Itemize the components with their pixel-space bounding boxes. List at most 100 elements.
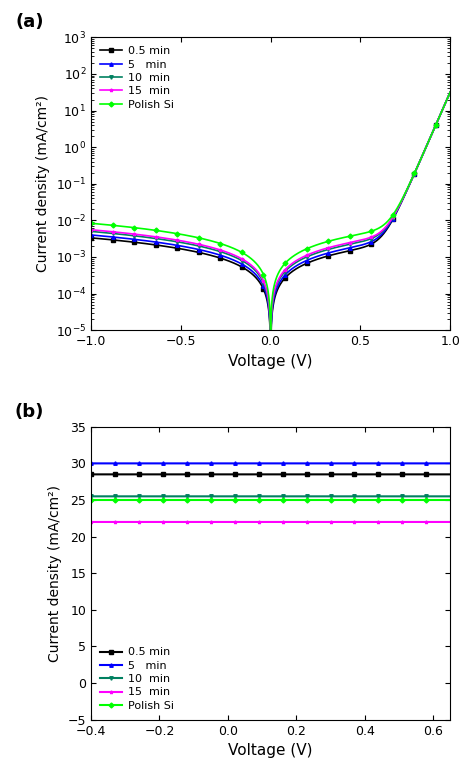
5   min (226, 253, 231, 262)
0.5 min (241, 469, 247, 479)
Legend: 0.5 min, 5   min, 10  min, 15  min, Polish Si: 0.5 min, 5 min, 10 min, 15 min, Polish S… (97, 644, 177, 714)
15  min (322, 244, 328, 253)
10  min (129, 492, 135, 501)
10  min (241, 492, 247, 501)
Polish Si (226, 496, 232, 505)
10  min (447, 492, 453, 501)
Text: (a): (a) (16, 13, 45, 32)
5   min (129, 459, 135, 468)
10  min (322, 245, 328, 255)
0.5 min (401, 469, 407, 479)
0.5 min (150, 469, 156, 479)
Polish Si (401, 496, 407, 505)
5   min (241, 459, 247, 468)
Polish Si (304, 244, 310, 253)
Text: (b): (b) (15, 403, 45, 421)
5   min (150, 459, 156, 468)
10  min (440, 492, 446, 501)
Polish Si (129, 496, 135, 505)
Line: 10  min: 10 min (89, 495, 452, 498)
Line: 15  min: 15 min (89, 520, 452, 523)
5   min (401, 459, 407, 468)
Line: Polish Si: Polish Si (89, 498, 452, 502)
X-axis label: Voltage (V): Voltage (V) (228, 743, 313, 758)
Polish Si (447, 496, 453, 505)
Polish Si (447, 87, 453, 96)
5   min (322, 249, 328, 259)
5   min (447, 87, 453, 96)
Legend: 0.5 min, 5   min, 10  min, 15  min, Polish Si: 0.5 min, 5 min, 10 min, 15 min, Polish S… (97, 43, 177, 113)
5   min (268, 362, 273, 371)
5   min (88, 230, 94, 239)
15  min (226, 517, 232, 527)
0.5 min (129, 469, 135, 479)
10  min (226, 249, 231, 259)
5   min (304, 256, 310, 266)
10  min (447, 87, 453, 96)
15  min (401, 517, 407, 527)
15  min (129, 517, 135, 527)
15  min (356, 236, 362, 245)
15  min (88, 225, 94, 235)
10  min (383, 222, 389, 232)
5   min (154, 238, 159, 247)
15  min (226, 248, 231, 257)
Polish Si (241, 496, 247, 505)
10  min (154, 234, 159, 243)
0.5 min (88, 469, 94, 479)
Polish Si (154, 226, 159, 235)
Polish Si (226, 242, 231, 251)
Line: 5   min: 5 min (89, 462, 452, 465)
15  min (383, 222, 389, 231)
0.5 min (447, 87, 453, 96)
Polish Si (383, 218, 389, 227)
5   min (447, 459, 453, 468)
0.5 min (268, 362, 273, 371)
15  min (154, 232, 159, 242)
0.5 min (154, 240, 159, 249)
15  min (440, 517, 446, 527)
Polish Si (150, 496, 156, 505)
0.5 min (440, 469, 446, 479)
Line: Polish Si: Polish Si (89, 90, 452, 361)
10  min (226, 492, 232, 501)
10  min (401, 492, 407, 501)
0.5 min (304, 259, 310, 268)
Polish Si (356, 229, 362, 239)
Polish Si (440, 496, 446, 505)
X-axis label: Voltage (V): Voltage (V) (228, 354, 313, 369)
0.5 min (88, 233, 94, 242)
Line: 5   min: 5 min (89, 90, 452, 368)
Polish Si (322, 238, 328, 247)
Polish Si (88, 218, 94, 228)
Polish Si (88, 496, 94, 505)
Line: 0.5 min: 0.5 min (89, 472, 452, 476)
5   min (440, 459, 446, 468)
10  min (268, 362, 273, 371)
15  min (88, 517, 94, 527)
0.5 min (356, 244, 362, 253)
Polish Si (268, 354, 273, 364)
Y-axis label: Current density (mA/cm²): Current density (mA/cm²) (48, 485, 62, 662)
10  min (88, 492, 94, 501)
15  min (150, 517, 156, 527)
10  min (150, 492, 156, 501)
5   min (88, 459, 94, 468)
Line: 0.5 min: 0.5 min (89, 90, 452, 368)
5   min (356, 241, 362, 250)
15  min (268, 361, 273, 370)
15  min (447, 517, 453, 527)
15  min (304, 251, 310, 260)
10  min (304, 252, 310, 262)
0.5 min (447, 469, 453, 479)
0.5 min (226, 256, 231, 266)
15  min (447, 87, 453, 96)
0.5 min (226, 469, 232, 479)
10  min (88, 227, 94, 236)
0.5 min (383, 225, 389, 235)
0.5 min (322, 252, 328, 262)
15  min (241, 517, 247, 527)
5   min (383, 224, 389, 233)
Line: 15  min: 15 min (89, 90, 452, 367)
Line: 10  min: 10 min (89, 90, 452, 368)
